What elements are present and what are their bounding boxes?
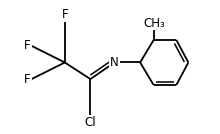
Text: N: N: [110, 56, 119, 69]
Text: F: F: [24, 72, 31, 85]
Text: CH₃: CH₃: [144, 16, 165, 29]
Text: Cl: Cl: [85, 116, 96, 129]
Text: F: F: [61, 8, 68, 21]
Text: F: F: [24, 39, 31, 52]
